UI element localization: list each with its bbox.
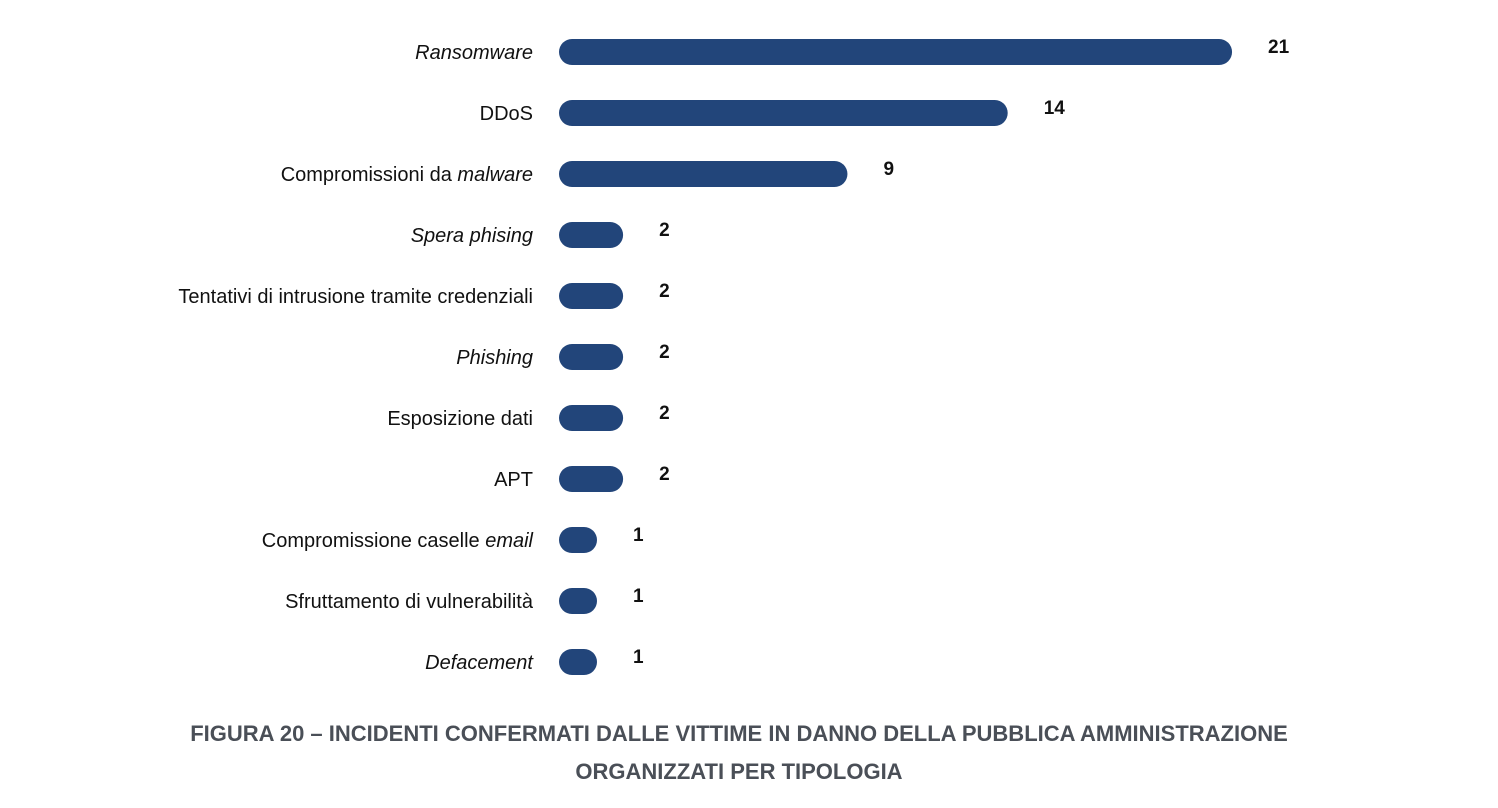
value-label: 2	[659, 403, 670, 424]
category-label: APT	[494, 469, 533, 491]
figure-caption-line-1: FIGURA 20 – INCIDENTI CONFERMATI DALLE V…	[190, 721, 1288, 746]
category-label: Defacement	[425, 652, 534, 674]
bar	[559, 588, 597, 614]
value-label: 1	[633, 647, 644, 668]
value-label: 21	[1268, 37, 1290, 58]
value-label: 2	[659, 464, 670, 485]
value-label: 2	[659, 281, 670, 302]
value-label: 2	[659, 342, 670, 363]
category-label: Tentativi di intrusione tramite credenzi…	[178, 286, 533, 308]
bar	[559, 100, 1008, 126]
figure-caption-line-2: ORGANIZZATI PER TIPOLOGIA	[575, 759, 903, 784]
category-label: Compromissioni da malware	[281, 164, 533, 186]
category-label: Ransomware	[415, 42, 533, 64]
bar	[559, 222, 624, 248]
bar	[559, 283, 624, 309]
bar	[559, 344, 624, 370]
value-label: 2	[659, 220, 670, 241]
category-label: Spera phising	[411, 225, 533, 247]
bar	[559, 527, 597, 553]
category-label: Esposizione dati	[387, 408, 533, 430]
bar	[559, 39, 1233, 65]
category-label: DDoS	[480, 103, 533, 125]
bar	[559, 161, 848, 187]
bar	[559, 466, 624, 492]
value-label: 1	[633, 525, 644, 546]
value-label: 9	[883, 159, 894, 180]
bar	[559, 405, 624, 431]
bar	[559, 649, 597, 675]
category-label: Compromissione caselle email	[262, 530, 534, 552]
value-label: 14	[1044, 98, 1066, 119]
value-label: 1	[633, 586, 644, 607]
category-label: Phishing	[456, 347, 533, 369]
category-label: Sfruttamento di vulnerabilità	[285, 591, 534, 613]
